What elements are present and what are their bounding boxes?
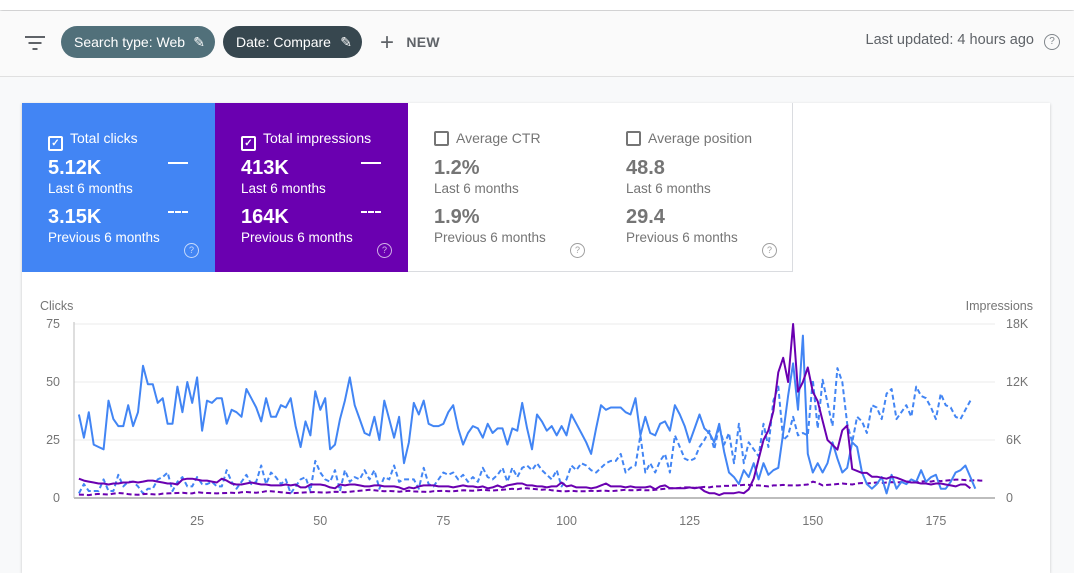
dashed-line-legend-icon	[361, 211, 381, 213]
previous-value: 1.9%	[434, 206, 480, 228]
metric-total-clicks[interactable]: ✓ Total clicks 5.12K Last 6 months 3.15K …	[22, 103, 215, 272]
plus-icon: +	[380, 29, 395, 56]
left-axis-label: Clicks	[40, 299, 73, 313]
current-value: 413K	[241, 157, 289, 179]
metric-label: Average CTR	[456, 130, 541, 146]
left-tick-label: 75	[46, 317, 60, 331]
metric-average-ctr[interactable]: Average CTR 1.2% Last 6 months 1.9% Prev…	[408, 103, 601, 272]
new-label: NEW	[406, 34, 440, 50]
solid-line-legend-icon	[361, 162, 381, 164]
metric-label: Total impressions	[263, 130, 372, 146]
previous-period: Previous 6 months	[241, 230, 353, 245]
right-tick-label: 0	[1006, 491, 1013, 505]
search-type-chip[interactable]: Search type: Web ✎	[61, 26, 215, 58]
x-tick-label: 75	[436, 514, 450, 528]
metric-label: Total clicks	[70, 130, 138, 146]
previous-value: 3.15K	[48, 206, 102, 228]
right-axis-label: Impressions	[966, 299, 1033, 313]
help-icon[interactable]: ?	[570, 243, 585, 258]
filter-bar: Search type: Web ✎ Date: Compare ✎ + NEW …	[0, 11, 1074, 77]
performance-card: ✓ Total clicks 5.12K Last 6 months 3.15K …	[22, 103, 1050, 573]
checkbox-unchecked-icon[interactable]	[626, 131, 641, 146]
current-period: Last 6 months	[626, 181, 711, 196]
previous-period: Previous 6 months	[626, 230, 738, 245]
x-tick-label: 100	[556, 514, 577, 528]
checkbox-checked-icon[interactable]: ✓	[48, 136, 63, 151]
current-value: 5.12K	[48, 157, 102, 179]
chip-label: Date: Compare	[236, 34, 331, 50]
new-filter-button[interactable]: + NEW	[380, 26, 440, 58]
previous-value: 29.4	[626, 206, 665, 228]
x-tick-label: 25	[190, 514, 204, 528]
pencil-icon: ✎	[193, 34, 205, 50]
date-chip[interactable]: Date: Compare ✎	[223, 26, 362, 58]
metric-label: Average position	[648, 130, 753, 146]
help-icon[interactable]: ?	[377, 243, 392, 258]
x-tick-label: 150	[802, 514, 823, 528]
checkbox-unchecked-icon[interactable]	[434, 131, 449, 146]
metric-total-impressions[interactable]: ✓ Total impressions 413K Last 6 months 16…	[215, 103, 408, 272]
solid-line-legend-icon	[168, 162, 188, 164]
left-tick-label: 50	[46, 375, 60, 389]
right-tick-label: 18K	[1006, 317, 1029, 331]
left-tick-label: 0	[53, 491, 60, 505]
x-tick-label: 50	[313, 514, 327, 528]
help-icon[interactable]: ?	[184, 243, 199, 258]
previous-period: Previous 6 months	[434, 230, 546, 245]
previous-value: 164K	[241, 206, 289, 228]
series-line-clicks-current	[77, 334, 977, 495]
left-tick-label: 25	[46, 433, 60, 447]
filter-icon[interactable]	[25, 35, 45, 51]
series-line-impressions-current	[78, 323, 972, 497]
chip-label: Search type: Web	[74, 34, 186, 50]
current-value: 48.8	[626, 157, 665, 179]
current-period: Last 6 months	[48, 181, 133, 196]
current-period: Last 6 months	[434, 181, 519, 196]
checkbox-checked-icon[interactable]: ✓	[241, 136, 256, 151]
x-tick-label: 175	[925, 514, 946, 528]
current-value: 1.2%	[434, 157, 480, 179]
pencil-icon: ✎	[340, 34, 352, 50]
help-icon[interactable]: ?	[1044, 34, 1060, 50]
previous-period: Previous 6 months	[48, 230, 160, 245]
top-bar	[0, 0, 1074, 10]
last-updated: Last updated: 4 hours ago	[865, 32, 1035, 48]
x-tick-label: 125	[679, 514, 700, 528]
help-icon[interactable]: ?	[762, 243, 777, 258]
right-tick-label: 12K	[1006, 375, 1029, 389]
dashed-line-legend-icon	[168, 211, 188, 213]
series-line-clicks-previous	[78, 367, 972, 495]
series-line-impressions-previous	[78, 478, 986, 497]
right-tick-label: 6K	[1006, 433, 1022, 447]
current-period: Last 6 months	[241, 181, 326, 196]
metric-average-position[interactable]: Average position 48.8 Last 6 months 29.4…	[600, 103, 793, 272]
